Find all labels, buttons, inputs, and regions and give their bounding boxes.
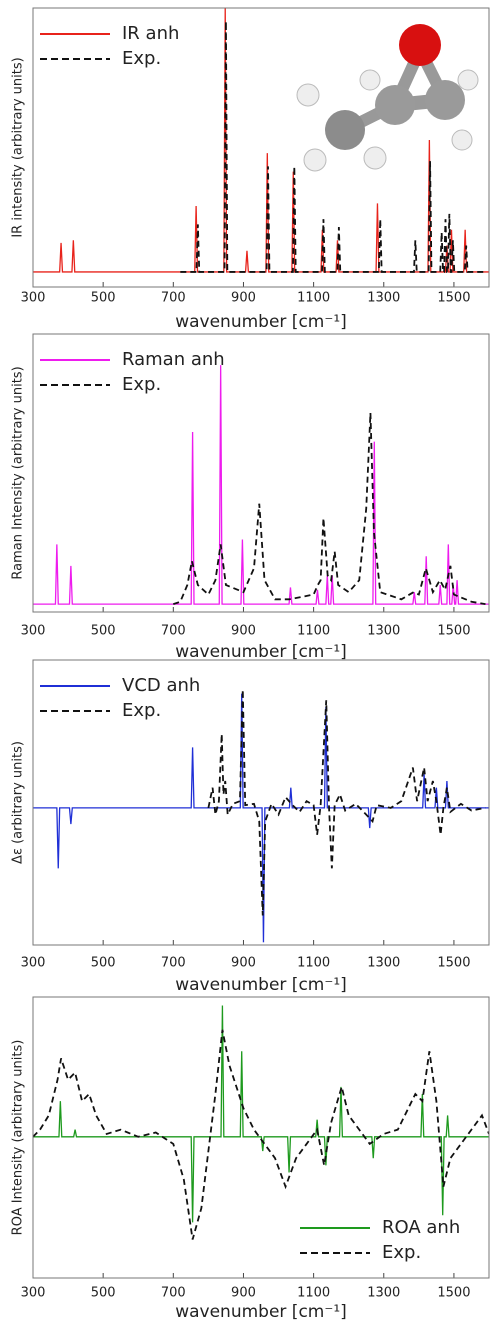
spectrum-line bbox=[33, 1029, 489, 1240]
plot-frame bbox=[32, 7, 490, 288]
x-tick-label: 1300 bbox=[367, 291, 400, 306]
legend-label: IR anh bbox=[122, 23, 179, 44]
x-tick-label: 500 bbox=[91, 1286, 116, 1301]
x-tick-label: 1100 bbox=[297, 291, 330, 306]
x-tick-label: 1500 bbox=[437, 1286, 470, 1301]
x-tick-label: 900 bbox=[231, 624, 256, 639]
x-tick-label: 300 bbox=[21, 624, 46, 639]
panel: 300 500 700 900 1100 1300 1500 wavenumber [cm⁻¹… bbox=[11, 333, 490, 662]
x-axis-label: wavenumber [cm⁻¹] bbox=[175, 1302, 347, 1321]
x-axis-label: wavenumber [cm⁻¹] bbox=[175, 975, 347, 995]
x-tick-label: 700 bbox=[161, 1286, 186, 1301]
x-tick-label: 1300 bbox=[367, 956, 400, 971]
spectrum-line bbox=[207, 689, 486, 916]
molecule-illustration bbox=[296, 24, 479, 172]
spectrum-line bbox=[33, 693, 489, 943]
panel: 300 500 700 900 1100 1300 1500 wavenumber [cm⁻¹… bbox=[11, 996, 490, 1322]
x-tick-label: 300 bbox=[21, 291, 46, 306]
x-tick-label: 900 bbox=[231, 291, 256, 306]
x-tick-label: 500 bbox=[91, 956, 116, 971]
x-axis-label: wavenumber [cm⁻¹] bbox=[175, 642, 347, 662]
x-tick-label: 700 bbox=[161, 291, 186, 306]
y-axis-label: ROA Intensity (arbitrary units) bbox=[11, 1040, 26, 1236]
x-tick-label: 900 bbox=[231, 1286, 256, 1301]
x-tick-label: 900 bbox=[231, 956, 256, 971]
legend-label: VCD anh bbox=[122, 675, 200, 696]
x-tick-label: 500 bbox=[91, 291, 116, 306]
x-axis-label: wavenumber [cm⁻¹] bbox=[175, 312, 347, 332]
x-tick-label: 1300 bbox=[367, 624, 400, 639]
spectrum-line bbox=[173, 412, 486, 605]
x-tick-label: 1100 bbox=[297, 624, 330, 639]
x-tick-label: 1500 bbox=[437, 956, 470, 971]
x-tick-label: 1100 bbox=[297, 956, 330, 971]
panel: 300 500 700 900 1100 1300 1500 wavenumber [cm⁻¹… bbox=[11, 659, 490, 995]
x-tick-label: 1300 bbox=[367, 1286, 400, 1301]
x-tick-label: 700 bbox=[161, 624, 186, 639]
legend-label: Exp. bbox=[122, 48, 161, 69]
x-tick-label: 700 bbox=[161, 956, 186, 971]
legend-label: ROA anh bbox=[382, 1217, 460, 1238]
y-axis-label: Δε (arbitrary units) bbox=[11, 741, 26, 864]
spectrum-line bbox=[180, 21, 486, 273]
y-axis-label: IR intensity (arbitrary units) bbox=[11, 57, 26, 237]
legend-label: Exp. bbox=[122, 374, 161, 395]
spectrum-line bbox=[33, 1005, 489, 1223]
x-tick-label: 300 bbox=[21, 956, 46, 971]
plot-frame bbox=[32, 333, 490, 613]
spectrum-line bbox=[33, 365, 489, 605]
x-tick-label: 500 bbox=[91, 624, 116, 639]
x-tick-label: 1500 bbox=[437, 291, 470, 306]
plot-frame bbox=[32, 659, 490, 946]
x-tick-label: 1500 bbox=[437, 624, 470, 639]
y-axis-label: Raman Intensity (arbitrary units) bbox=[11, 366, 26, 579]
legend-label: Exp. bbox=[382, 1242, 421, 1263]
panel: 300 500 700 900 1100 1300 1500 wavenumber [cm⁻¹… bbox=[11, 7, 490, 332]
plot-frame bbox=[32, 996, 490, 1279]
x-tick-label: 300 bbox=[21, 1286, 46, 1301]
legend-label: Raman anh bbox=[122, 349, 225, 370]
x-tick-label: 1100 bbox=[297, 1286, 330, 1301]
legend-label: Exp. bbox=[122, 700, 161, 721]
